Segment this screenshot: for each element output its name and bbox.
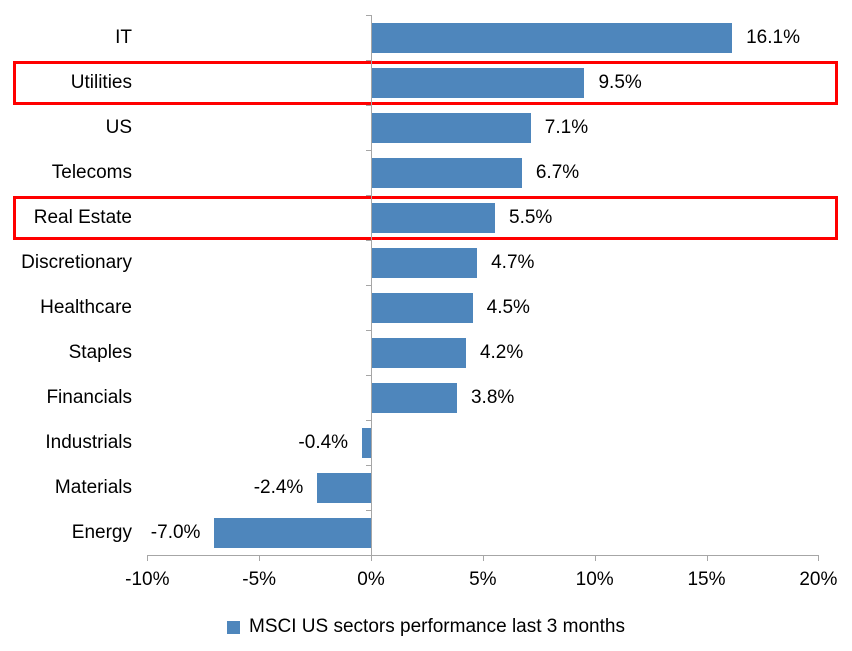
x-axis-tick-label: 5% [469, 569, 497, 590]
category-tick [366, 330, 371, 331]
category-tick [366, 375, 371, 376]
x-axis-tick-label: -10% [125, 569, 170, 590]
bar-value-label: -0.4% [298, 431, 349, 453]
category-tick [366, 105, 371, 106]
category-tick [366, 60, 371, 61]
category-label: Industrials [45, 432, 132, 453]
bar [362, 427, 371, 458]
x-axis-tick-label: 20% [799, 569, 838, 590]
bar [214, 517, 371, 548]
category-label: US [105, 117, 132, 138]
x-axis-tick [706, 555, 708, 561]
category-label: Utilities [70, 72, 132, 93]
category-label: Materials [54, 477, 132, 498]
bar-value-label: 16.1% [746, 26, 800, 48]
category-label: Telecoms [51, 162, 132, 183]
x-axis-tick-label: 10% [575, 569, 614, 590]
category-label: Real Estate [33, 207, 132, 228]
legend-label: MSCI US sectors performance last 3 month… [249, 616, 625, 637]
legend-swatch-icon [227, 620, 241, 634]
category-label: IT [115, 27, 132, 48]
bar [372, 112, 531, 143]
bar [317, 472, 371, 503]
bar [372, 247, 478, 278]
bar-value-label: 3.8% [470, 386, 515, 408]
x-axis-tick-label: 0% [357, 569, 385, 590]
category-tick [366, 285, 371, 286]
x-axis-tick-label: 15% [687, 569, 726, 590]
legend: MSCI US sectors performance last 3 month… [0, 612, 852, 642]
bar [372, 337, 466, 368]
category-label: Staples [68, 342, 132, 363]
bar-value-label: 4.7% [491, 251, 535, 273]
bar-value-label: 6.7% [535, 161, 580, 183]
bar [372, 292, 473, 323]
category-label: Discretionary [21, 252, 132, 273]
category-label: Financials [46, 387, 132, 408]
x-axis-tick [482, 555, 484, 561]
category-label: Energy [71, 522, 132, 543]
x-axis-tick [259, 555, 261, 561]
x-axis-tick [594, 555, 596, 561]
bar [372, 382, 457, 413]
y-axis-line [371, 15, 372, 555]
bar [372, 157, 522, 188]
bar [372, 202, 496, 233]
category-tick [366, 195, 371, 196]
bar [372, 67, 585, 98]
category-tick [366, 15, 371, 16]
bar [372, 22, 733, 53]
x-axis-tick [818, 555, 820, 561]
category-tick [366, 465, 371, 466]
bar-value-label: -2.4% [253, 476, 304, 498]
highlight-box-utilities [13, 60, 838, 105]
category-tick [366, 510, 371, 511]
x-axis-tick [371, 555, 372, 561]
x-axis-tick-label: -5% [242, 569, 277, 590]
bar-value-label: 7.1% [544, 116, 589, 138]
x-axis-tick [147, 555, 149, 561]
bar-value-label: 4.5% [486, 296, 530, 318]
highlight-box-real-estate [13, 195, 838, 240]
category-tick [366, 420, 371, 421]
bar-value-label: 4.2% [479, 341, 524, 363]
category-tick [366, 150, 371, 151]
category-tick [366, 240, 371, 241]
category-label: Healthcare [40, 297, 132, 318]
bar-value-label: -7.0% [150, 521, 201, 543]
bar-value-label: 5.5% [509, 206, 553, 228]
bar-value-label: 9.5% [598, 71, 642, 93]
